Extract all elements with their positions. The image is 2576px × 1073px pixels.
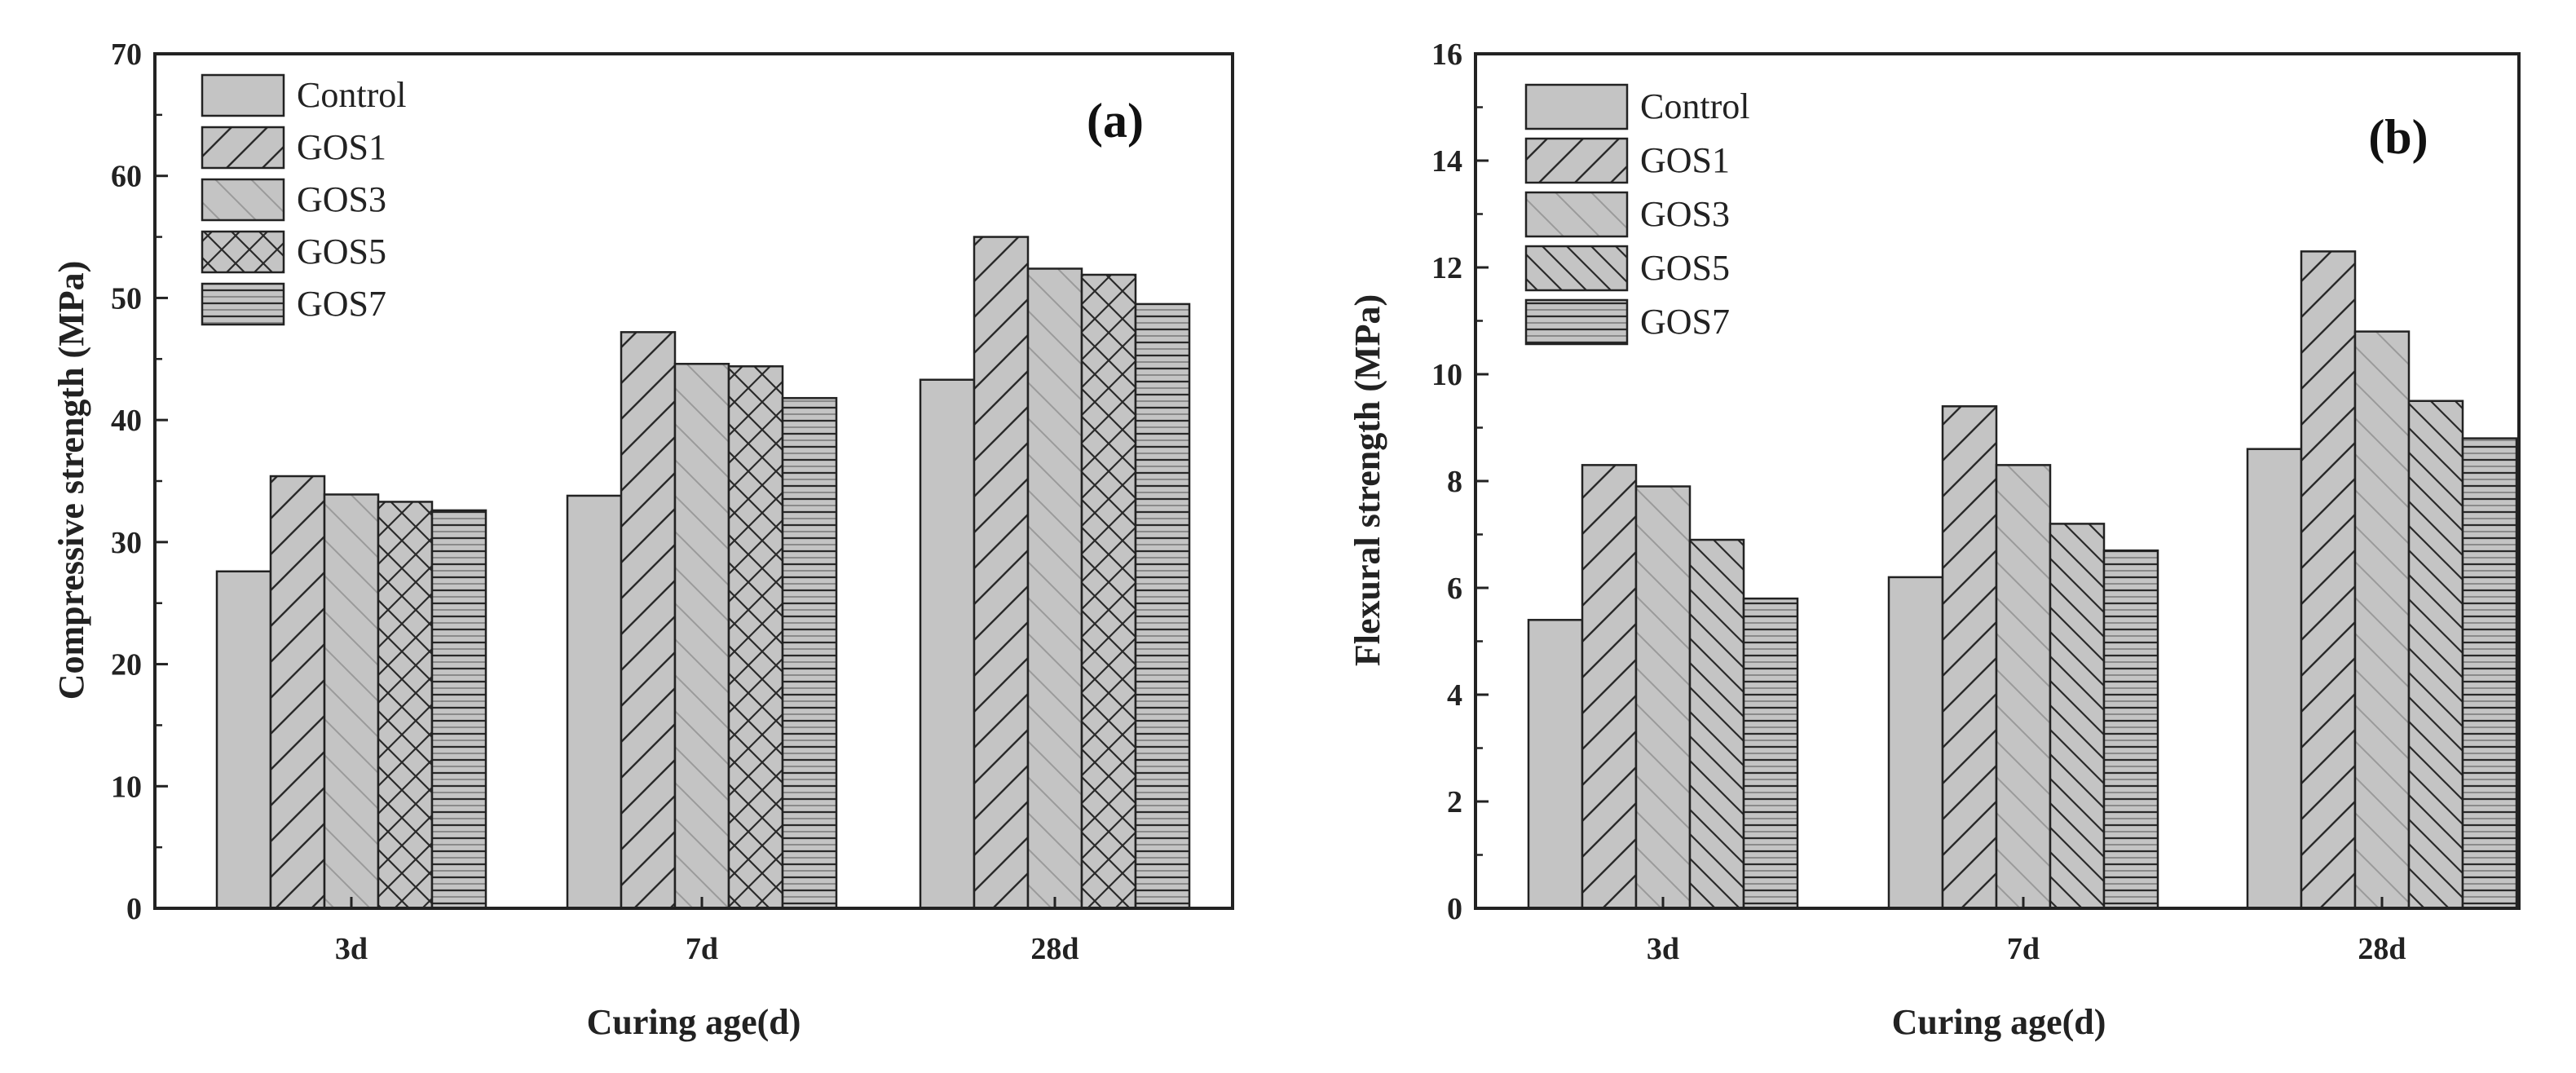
y-tick-label: 6	[1447, 572, 1462, 606]
y-tick-label: 0	[126, 892, 142, 926]
bar-gos5-3d	[1688, 538, 1745, 910]
legend-swatch-control	[201, 73, 285, 117]
bar-gos3-3d	[323, 493, 380, 910]
y-tick-label: 2	[1447, 785, 1462, 819]
y-tick-label: 12	[1431, 251, 1462, 285]
bar-control-3d	[215, 570, 272, 910]
bar-gos5-3d	[377, 501, 434, 910]
bar-gos5-28d	[2407, 400, 2464, 910]
axis-ticks: 0 2 4 6 8 10 12 14 16 3d 7d 28d	[1431, 38, 2406, 966]
bar-gos1-7d	[1941, 405, 1998, 910]
bar-gos7-7d	[781, 396, 838, 910]
legend-label: Control	[1640, 86, 1749, 126]
legend-label: GOS7	[1640, 302, 1730, 342]
x-tick-label: 7d	[686, 932, 718, 966]
legend-label: GOS1	[1640, 140, 1730, 180]
plot-frame	[1474, 52, 2521, 910]
bar-gos5-28d	[1080, 273, 1137, 910]
x-tick-label: 28d	[1030, 932, 1078, 966]
bar-control-7d	[566, 494, 623, 910]
bar-gos7-3d	[1742, 597, 1799, 910]
bar-gos1-3d	[269, 475, 326, 910]
bar-gos7-3d	[430, 509, 487, 910]
bars-group	[215, 236, 1191, 910]
legend-swatch-control	[1524, 83, 1629, 130]
bar-gos5-7d	[727, 365, 784, 910]
y-tick-label: 40	[111, 404, 142, 438]
bar-gos3-28d	[2353, 330, 2411, 910]
bar-gos7-28d	[1134, 302, 1191, 910]
y-axis-title: Compressive strength (MPa)	[51, 261, 91, 700]
y-tick-label: 60	[111, 160, 142, 194]
y-tick-label: 4	[1447, 678, 1462, 713]
bar-gos3-7d	[1995, 464, 2052, 910]
y-tick-label: 50	[111, 281, 142, 316]
y-tick-label: 30	[111, 526, 142, 560]
legend-swatch-gos3	[201, 178, 285, 222]
legend: Control GOS1 GOS3 GOS5 GOS7	[201, 73, 406, 326]
legend-label: GOS5	[297, 232, 386, 272]
x-tick-label: 3d	[1647, 932, 1679, 966]
y-tick-label: 20	[111, 648, 142, 682]
legend-label: GOS1	[297, 127, 386, 167]
x-tick-label: 3d	[335, 932, 368, 966]
y-tick-label: 16	[1431, 38, 1462, 72]
legend-swatch-gos5	[1524, 245, 1629, 292]
x-tick-label: 28d	[2358, 932, 2406, 966]
plot-frame	[153, 52, 1234, 910]
bar-gos1-3d	[1581, 464, 1638, 910]
y-tick-label: 8	[1447, 465, 1462, 499]
panel-label: (b)	[2368, 110, 2428, 164]
bar-gos1-28d	[2300, 250, 2357, 910]
legend-swatch-gos1	[201, 126, 285, 170]
bar-gos3-3d	[1634, 485, 1692, 910]
bar-gos5-7d	[2049, 523, 2106, 910]
y-tick-label: 14	[1431, 144, 1462, 179]
bar-control-28d	[2246, 448, 2303, 910]
legend-swatch-gos7	[201, 282, 285, 326]
bar-gos3-7d	[673, 363, 730, 910]
y-axis-title: Flexural strength (MPa)	[1348, 294, 1387, 666]
legend-label: GOS7	[297, 284, 386, 324]
bar-gos7-7d	[2102, 549, 2159, 910]
y-tick-label: 10	[111, 770, 142, 804]
legend-label: GOS5	[1640, 248, 1730, 288]
x-axis-title: Curing age(d)	[587, 1002, 801, 1042]
legend-swatch-gos5	[201, 230, 285, 274]
legend-swatch-gos7	[1524, 298, 1629, 346]
y-tick-label: 70	[111, 38, 142, 72]
bar-gos3-28d	[1026, 267, 1083, 910]
legend-label: GOS3	[297, 179, 386, 219]
y-tick-label: 0	[1447, 892, 1462, 926]
bar-gos1-28d	[973, 236, 1030, 910]
legend-swatch-gos3	[1524, 191, 1629, 238]
legend-swatch-gos1	[1524, 137, 1629, 184]
bar-control-7d	[1887, 576, 1944, 910]
x-axis-title: Curing age(d)	[1892, 1002, 2106, 1042]
legend: Control GOS1 GOS3 GOS5 GOS7	[1524, 83, 1749, 346]
bar-control-28d	[919, 378, 976, 910]
legend-label: GOS3	[1640, 194, 1730, 234]
bar-gos1-7d	[620, 331, 677, 910]
axis-ticks: 0 10 20 30 40 50 60 70 3d 7d 28d	[111, 38, 1079, 966]
chart-panel-compressive: Compressive strength (MPa) Curing age(d)…	[51, 38, 1234, 1042]
bar-gos7-28d	[2461, 437, 2518, 910]
y-tick-label: 10	[1431, 358, 1462, 392]
bars-group	[1527, 250, 2518, 910]
bar-control-3d	[1527, 619, 1584, 910]
x-tick-label: 7d	[2007, 932, 2040, 966]
chart-panel-flexural: Flexural strength (MPa) Curing age(d) (b…	[1348, 38, 2521, 1042]
panel-label: (a)	[1087, 94, 1144, 148]
legend-label: Control	[297, 75, 406, 115]
